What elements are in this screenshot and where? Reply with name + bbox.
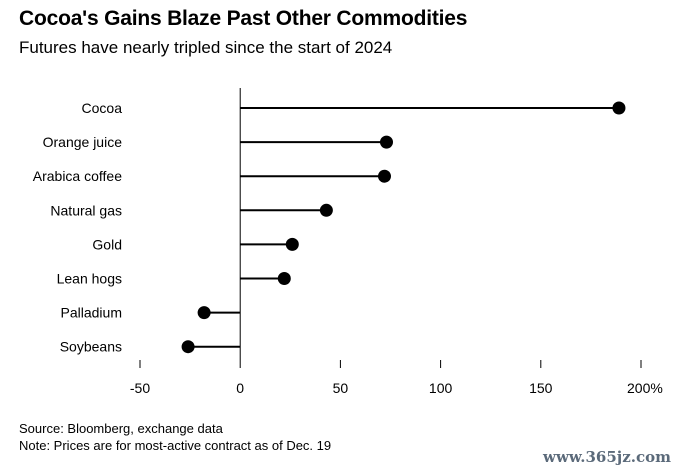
x-tick-label: 100 <box>429 380 453 396</box>
x-tick-label: -50 <box>130 380 150 396</box>
marker-palladium <box>197 306 211 320</box>
source-note: Source: Bloomberg, exchange data <box>19 421 223 436</box>
watermark: www.365jz.com <box>543 448 671 466</box>
x-tick-label: 50 <box>333 380 349 396</box>
chart-stems <box>188 107 619 348</box>
category-labels: Cocoa Orange juice Arabica coffee Natural g… <box>33 100 122 355</box>
x-tick-label: 150 <box>529 380 553 396</box>
category-label: Arabica coffee <box>33 168 122 184</box>
category-label: Orange juice <box>43 134 123 150</box>
category-label: Lean hogs <box>57 271 122 287</box>
marker-lean-hogs <box>277 272 291 285</box>
marker-soybeans <box>181 340 195 354</box>
marker-gold <box>285 237 299 251</box>
chart-subtitle: Futures have nearly tripled since the st… <box>19 38 393 57</box>
marker-natural-gas <box>319 203 333 217</box>
category-label: Soybeans <box>60 339 122 355</box>
x-axis: -50 0 50 100 150 200% <box>130 360 663 396</box>
marker-arabica-coffee <box>377 169 391 183</box>
marker-orange-juice <box>379 135 393 149</box>
category-label: Natural gas <box>50 202 122 218</box>
category-label: Palladium <box>61 305 122 321</box>
x-tick-label: 0 <box>236 380 244 396</box>
chart-markers <box>181 101 626 354</box>
marker-cocoa <box>612 101 626 115</box>
x-tick-label: 200% <box>627 380 663 396</box>
chart-title: Cocoa's Gains Blaze Past Other Commoditi… <box>19 7 468 30</box>
footnote: Note: Prices are for most-active contrac… <box>19 438 332 453</box>
category-label: Gold <box>92 236 122 252</box>
category-label: Cocoa <box>82 100 123 116</box>
